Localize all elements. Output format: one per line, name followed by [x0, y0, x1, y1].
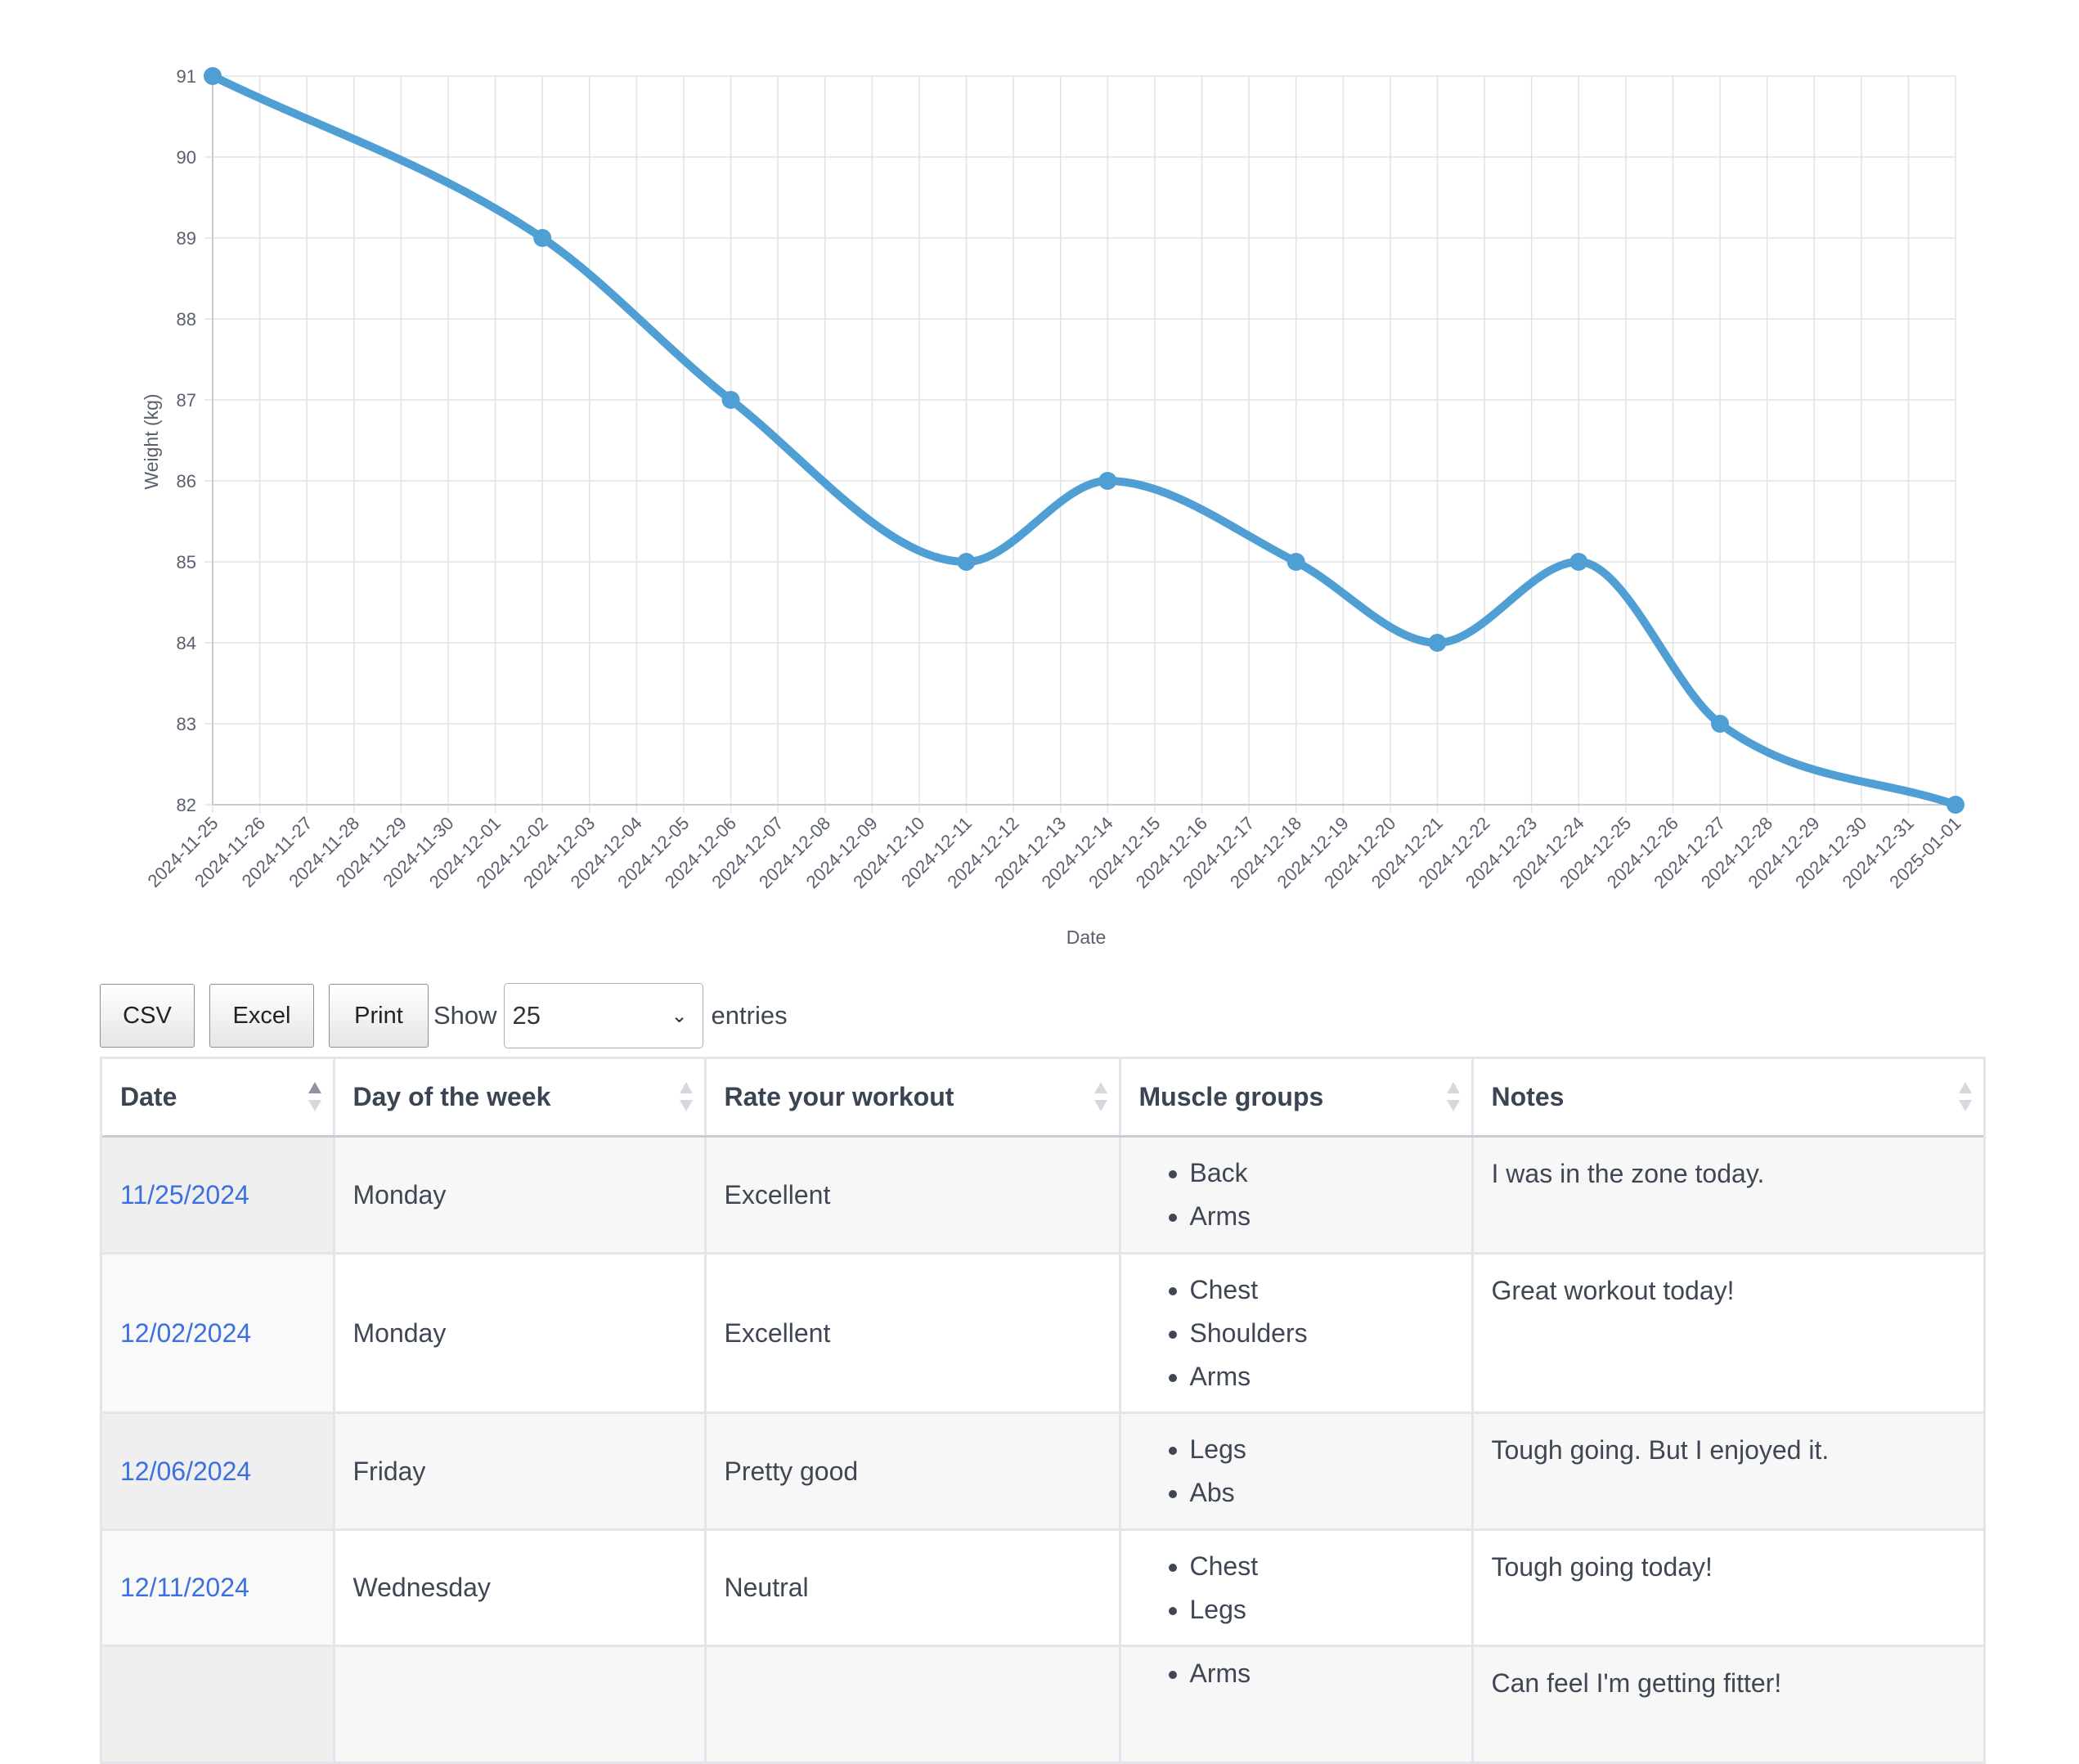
- y-tick-label: 85: [177, 552, 196, 572]
- table-row: 12/06/2024 Friday Pretty good Legs Abs T…: [102, 1412, 1983, 1531]
- sort-icon: [679, 1082, 693, 1111]
- weight-chart-svg: 91 90 89 88 87 86 85 84 83 82 2024-11-252024-11-2…: [141, 66, 1965, 948]
- date-link[interactable]: 12/02/2024: [120, 1317, 252, 1348]
- notes-cell: Can feel I'm getting fitter!: [1472, 1645, 1983, 1764]
- page-length-select[interactable]: 25 ⌄: [503, 983, 703, 1048]
- csv-export-button[interactable]: CSV: [100, 984, 195, 1048]
- data-point: [957, 553, 976, 571]
- muscle-group-item: Arms: [1190, 1195, 1453, 1238]
- muscle-group-item: Legs: [1190, 1588, 1453, 1632]
- column-header-rating[interactable]: Rate your workout: [705, 1059, 1121, 1138]
- column-header-label: Muscle groups: [1138, 1082, 1324, 1111]
- column-header-label: Notes: [1491, 1082, 1565, 1111]
- rating-cell: Neutral: [705, 1529, 1121, 1647]
- day-cell: Monday: [334, 1136, 707, 1255]
- muscle-group-item: Shoulders: [1190, 1312, 1453, 1355]
- weight-line: [209, 72, 1960, 809]
- rating-cell: Pretty good: [705, 1412, 1121, 1531]
- weight-chart: 91 90 89 88 87 86 85 84 83 82 2024-11-25 2024-11-2…: [141, 66, 1965, 948]
- muscle-group-item: Abs: [1190, 1471, 1453, 1515]
- date-cell: 12/06/2024: [102, 1412, 335, 1531]
- column-header-day[interactable]: Day of the week: [334, 1059, 707, 1138]
- muscle-group-item: Legs: [1190, 1428, 1453, 1471]
- date-cell: 12/02/2024: [102, 1253, 335, 1414]
- muscle-groups-cell: Chest Legs: [1120, 1529, 1474, 1647]
- date-link[interactable]: 12/11/2024: [120, 1573, 249, 1602]
- data-point: [1098, 472, 1117, 490]
- day-cell: Wednesday: [334, 1529, 707, 1647]
- table-row: 12/02/2024 Monday Excellent Chest Should…: [102, 1253, 1983, 1414]
- data-point: [721, 391, 740, 409]
- rating-cell: Excellent: [705, 1253, 1121, 1414]
- workout-table: Date Day of the week Rate your workout M…: [100, 1057, 1986, 1764]
- date-link[interactable]: 12/06/2024: [120, 1456, 252, 1486]
- data-point: [1711, 715, 1730, 733]
- x-axis-title: Date: [1066, 927, 1107, 948]
- sort-icon: [1093, 1082, 1107, 1111]
- notes-cell: Tough going. But I enjoyed it.: [1472, 1412, 1983, 1531]
- column-header-label: Day of the week: [352, 1082, 551, 1111]
- muscle-group-item: Arms: [1190, 1355, 1453, 1398]
- data-point: [1569, 553, 1588, 571]
- muscle-groups-cell: Chest Shoulders Arms: [1120, 1253, 1474, 1414]
- x-axis-ticks: 2024-11-252024-11-262024-11-272024-11-28…: [143, 813, 1964, 892]
- notes-cell: I was in the zone today.: [1472, 1136, 1983, 1255]
- day-cell: [334, 1645, 707, 1764]
- sort-icon: [1446, 1082, 1460, 1111]
- muscle-group-item: Chest: [1190, 1545, 1453, 1588]
- column-header-date[interactable]: Date: [102, 1059, 335, 1138]
- chevron-down-icon: ⌄: [671, 1004, 688, 1027]
- data-point: [1286, 553, 1305, 571]
- date-cell: [102, 1645, 335, 1764]
- table-row: Arms Can feel I'm getting fitter!: [102, 1645, 1983, 1764]
- table-row: 11/25/2024 Monday Excellent Back Arms I …: [102, 1136, 1983, 1255]
- notes-cell: Great workout today!: [1472, 1253, 1983, 1414]
- y-axis-ticks: 91 90 89 88 87 86 85 84 83 82: [177, 66, 196, 815]
- column-header-notes[interactable]: Notes: [1472, 1059, 1983, 1138]
- muscle-groups-cell: Legs Abs: [1120, 1412, 1474, 1531]
- notes-cell: Tough going today!: [1472, 1529, 1983, 1647]
- y-tick-label: 87: [177, 390, 196, 411]
- sort-icon: [1959, 1082, 1972, 1111]
- weight-series: [204, 67, 1964, 814]
- data-point: [1428, 634, 1447, 652]
- date-cell: 11/25/2024: [102, 1136, 335, 1255]
- date-cell: 12/11/2024: [102, 1529, 335, 1647]
- print-button[interactable]: Print: [329, 984, 429, 1048]
- y-tick-label: 84: [177, 633, 196, 653]
- y-tick-label: 91: [177, 66, 196, 87]
- entries-label: entries: [711, 1001, 788, 1030]
- y-tick-label: 86: [177, 471, 196, 491]
- muscle-group-item: Chest: [1190, 1268, 1453, 1312]
- rating-cell: [705, 1645, 1121, 1764]
- data-point: [533, 229, 552, 247]
- show-label: Show: [433, 1001, 497, 1030]
- day-cell: Monday: [334, 1253, 707, 1414]
- muscle-groups-cell: Back Arms: [1120, 1136, 1474, 1255]
- date-link[interactable]: 11/25/2024: [120, 1179, 249, 1210]
- page-length-value: 25: [512, 1001, 541, 1030]
- muscle-groups-cell: Arms: [1120, 1645, 1474, 1764]
- y-axis-title: Weight (kg): [141, 393, 162, 489]
- muscle-group-item: Back: [1190, 1151, 1453, 1195]
- y-tick-label: 83: [177, 714, 196, 734]
- column-header-label: Rate your workout: [724, 1082, 954, 1111]
- data-point: [1947, 796, 1964, 814]
- column-header-label: Date: [120, 1082, 177, 1111]
- table-controls: CSV Excel Print Show 25 ⌄ entries: [100, 983, 788, 1048]
- data-point: [204, 67, 222, 85]
- sort-ascending-icon: [308, 1082, 321, 1111]
- muscle-group-item: Arms: [1190, 1652, 1453, 1695]
- y-tick-label: 82: [177, 795, 196, 815]
- table-row: 12/11/2024 Wednesday Neutral Chest Legs …: [102, 1529, 1983, 1647]
- y-tick-label: 89: [177, 228, 196, 249]
- y-tick-label: 90: [177, 147, 196, 168]
- column-header-muscles[interactable]: Muscle groups: [1120, 1059, 1474, 1138]
- table-header-row: Date Day of the week Rate your workout M…: [102, 1059, 1983, 1138]
- rating-cell: Excellent: [705, 1136, 1121, 1255]
- day-cell: Friday: [334, 1412, 707, 1531]
- y-tick-label: 88: [177, 309, 196, 330]
- excel-export-button[interactable]: Excel: [209, 984, 314, 1048]
- chart-grid: [204, 75, 1956, 813]
